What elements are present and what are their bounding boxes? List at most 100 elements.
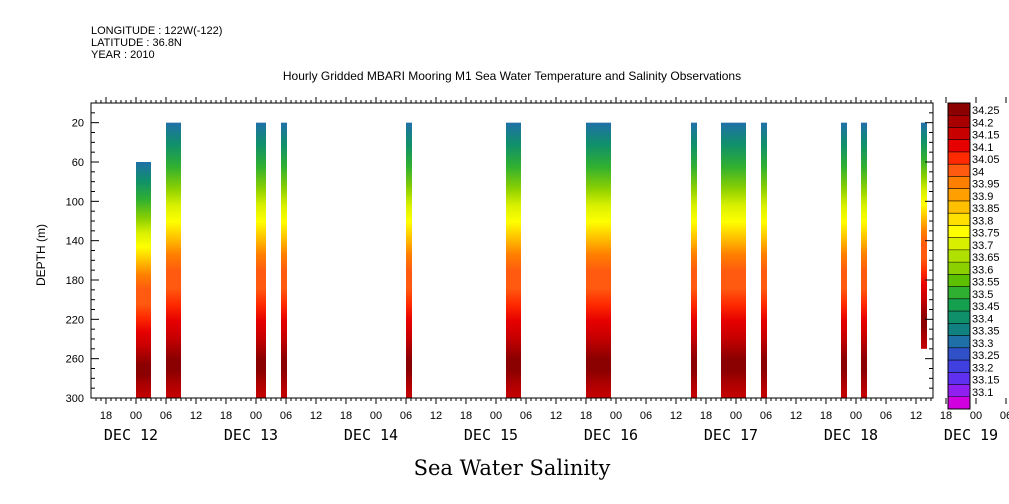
x-tick-label: 06 xyxy=(160,410,172,422)
x-tick-label: 00 xyxy=(970,410,982,422)
colorbar-swatch xyxy=(948,311,970,324)
x-axis-title: Sea Water Salinity xyxy=(414,456,611,480)
colorbar-label: 33.1 xyxy=(972,387,993,399)
colorbar-label: 33.4 xyxy=(972,313,993,325)
data-column-2 xyxy=(166,122,181,399)
x-tick-label: 06 xyxy=(640,410,652,422)
colorbar-label: 33.75 xyxy=(972,228,1000,240)
x-day-label: DEC 14 xyxy=(344,426,398,444)
x-tick-label: 18 xyxy=(100,410,112,422)
data-column-8 xyxy=(691,122,697,399)
data-column-1 xyxy=(136,162,151,398)
chart-title: Hourly Gridded MBARI Mooring M1 Sea Wate… xyxy=(283,69,741,83)
data-column-6 xyxy=(506,122,521,399)
x-tick-label: 06 xyxy=(760,410,772,422)
x-tick-label: 00 xyxy=(130,410,142,422)
colorbar-label: 33.25 xyxy=(972,350,1000,362)
colorbar-swatch xyxy=(948,286,970,300)
y-tick-label: 260 xyxy=(66,354,84,366)
axis-labels: 20 60 100 140 180 220 260 300 18 00 06 12 18 00 06 12 18… xyxy=(66,118,1009,444)
colorbar-swatch xyxy=(948,115,970,128)
x-tick-label: 18 xyxy=(460,410,472,422)
x-tick-label: 06 xyxy=(280,410,292,422)
data-column-10 xyxy=(761,122,767,399)
colorbar-label: 34.1 xyxy=(972,142,993,154)
x-tick-label: 12 xyxy=(310,410,322,422)
colorbar-label: 33.5 xyxy=(972,289,993,301)
data-column-13 xyxy=(921,122,927,349)
x-tick-label: 12 xyxy=(790,410,802,422)
year-label: YEAR : 2010 xyxy=(91,49,155,61)
colorbar-swatch xyxy=(948,396,970,410)
colorbar-swatch xyxy=(948,249,970,263)
colorbar-label: 33.7 xyxy=(972,240,993,252)
x-day-label: DEC 16 xyxy=(584,426,638,444)
x-tick-label: 18 xyxy=(700,410,712,422)
colorbar-swatch xyxy=(948,262,970,275)
data-column-9 xyxy=(721,122,746,399)
colorbar-swatch xyxy=(948,347,970,361)
colorbar-label: 33.8 xyxy=(972,215,993,227)
y-tick-label: 140 xyxy=(66,236,84,248)
colorbar-swatch xyxy=(948,103,970,116)
x-tick-label: 18 xyxy=(940,410,952,422)
data-column-5 xyxy=(406,122,412,399)
y-tick-label: 300 xyxy=(66,393,84,405)
colorbar-label: 33.55 xyxy=(972,277,1000,289)
data-columns xyxy=(136,122,927,399)
x-tick-label: 06 xyxy=(1000,410,1009,422)
x-tick-label: 18 xyxy=(580,410,592,422)
axis-ticks xyxy=(91,97,1007,404)
x-day-label: DEC 17 xyxy=(704,426,758,444)
colorbar-label: 33.95 xyxy=(972,179,1000,191)
colorbar-label: 33.45 xyxy=(972,301,1000,313)
colorbar-label: 33.35 xyxy=(972,326,1000,338)
colorbar-swatch xyxy=(948,200,970,214)
x-tick-label: 06 xyxy=(400,410,412,422)
colorbar-swatch xyxy=(948,323,970,337)
colorbar-swatch xyxy=(948,335,970,349)
x-tick-label: 06 xyxy=(880,410,892,422)
colorbar-swatch xyxy=(948,372,970,386)
colorbar-swatch xyxy=(948,360,970,373)
x-tick-label: 12 xyxy=(190,410,202,422)
x-tick-label: 18 xyxy=(340,410,352,422)
longitude-label: LONGITUDE : 122W(-122) xyxy=(91,25,223,37)
colorbar-swatch xyxy=(948,127,970,141)
latitude-label: LATITUDE : 36.8N xyxy=(91,37,182,49)
colorbar-swatch xyxy=(948,139,970,153)
colorbar-label: 34.15 xyxy=(972,130,1000,142)
y-tick-label: 180 xyxy=(66,275,84,287)
colorbar-label: 33.15 xyxy=(972,375,1000,387)
colorbar-swatch xyxy=(948,151,970,165)
x-day-label: DEC 18 xyxy=(824,426,878,444)
y-tick-label: 60 xyxy=(72,157,84,169)
colorbar-label: 34.05 xyxy=(972,154,1000,166)
colorbar-frame xyxy=(947,102,971,410)
colorbar-label: 33.9 xyxy=(972,191,993,203)
x-tick-label: 00 xyxy=(850,410,862,422)
data-column-3 xyxy=(256,122,266,399)
colorbar-swatch xyxy=(948,225,970,239)
x-tick-label: 12 xyxy=(910,410,922,422)
x-tick-label: 00 xyxy=(370,410,382,422)
data-column-12 xyxy=(861,122,867,399)
colorbar-label: 33.85 xyxy=(972,203,1000,215)
x-tick-label: 12 xyxy=(550,410,562,422)
data-column-7 xyxy=(586,122,611,399)
x-day-label: DEC 15 xyxy=(464,426,518,444)
colorbar-label: 34 xyxy=(972,166,984,178)
colorbar-swatch xyxy=(948,188,970,202)
colorbar-swatch xyxy=(948,164,970,177)
colorbar: 34.2534.234.1534.134.053433.9533.933.853… xyxy=(947,102,1000,410)
colorbar-label: 34.25 xyxy=(972,105,1000,117)
x-tick-label: 12 xyxy=(430,410,442,422)
colorbar-label: 33.65 xyxy=(972,252,1000,264)
colorbar-swatch xyxy=(948,176,970,190)
data-column-11 xyxy=(841,122,847,399)
x-tick-label: 06 xyxy=(520,410,532,422)
colorbar-swatch xyxy=(948,237,970,251)
x-day-label: DEC 12 xyxy=(104,426,158,444)
colorbar-swatch xyxy=(948,274,970,288)
